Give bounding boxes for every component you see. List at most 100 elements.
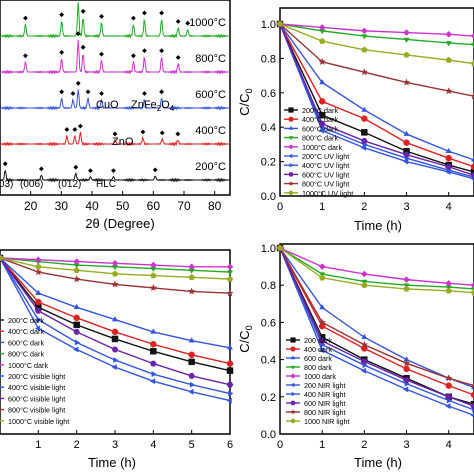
data-point [445, 147, 452, 154]
xrd-pattern-label: 200°C [195, 161, 226, 173]
data-point [403, 276, 410, 283]
data-point [72, 275, 81, 283]
legend-entry-800-c-dark: 800°C dark [284, 134, 338, 143]
data-point [318, 263, 326, 270]
x-tick-label: 2 [361, 439, 367, 451]
series-800-c-dark [276, 22, 474, 49]
series-line [279, 23, 474, 46]
series-1000-c-visible-light [0, 254, 234, 282]
data-point [150, 341, 157, 348]
legend-label: 800 NIR light [304, 408, 346, 417]
peak-marker [64, 127, 70, 132]
series-line [279, 23, 474, 178]
data-point [445, 163, 452, 170]
legend-entry-800-c-dark: 800°C dark [0, 350, 44, 359]
xrd-pattern-label: 800°C [195, 53, 226, 65]
xrd-curve [0, 169, 231, 183]
peak-marker [175, 55, 181, 60]
legend-label: 200°C visible light [8, 372, 65, 381]
series-line [279, 247, 474, 286]
legend-marker [288, 190, 294, 195]
legend-marker [288, 125, 294, 130]
data-point [444, 87, 453, 95]
data-point [150, 328, 157, 334]
xrd-curve [0, 39, 231, 75]
x-tick-label: 4 [150, 439, 156, 451]
data-point [150, 360, 157, 367]
legend-entry-800-nir-light: 800 NIR light [286, 408, 346, 417]
peak-marker [59, 89, 65, 95]
data-point [226, 360, 234, 367]
data-point [226, 397, 232, 404]
data-point [403, 386, 409, 393]
data-point [189, 381, 196, 388]
visible-series [0, 253, 234, 404]
y-tick-label: 0.2 [261, 157, 276, 169]
legend-entry-600-nir-light: 600 NIR light [286, 399, 346, 408]
legend-label: 400°C UV light [302, 161, 349, 170]
data-point [226, 344, 234, 350]
legend-marker [288, 172, 294, 177]
series-600-c-dark [276, 20, 474, 162]
peak-marker [142, 91, 147, 96]
data-point [188, 373, 195, 379]
data-point [36, 316, 42, 323]
series-600-c-uv-light [276, 21, 474, 179]
peak-marker [140, 129, 146, 135]
data-point [73, 267, 80, 273]
data-point [226, 263, 234, 271]
series-line [279, 23, 474, 97]
data-point [319, 274, 326, 281]
xrd-pattern-400-c: 400°C [0, 123, 231, 147]
data-point [470, 156, 474, 162]
series-line [279, 23, 474, 180]
legend-label: 1000°C UV light [302, 189, 353, 198]
legend-entry-200-c-dark: 200°C dark [0, 316, 44, 325]
data-point [445, 279, 453, 287]
data-point [318, 338, 326, 344]
legend-entry-800-dark: 800 dark [286, 363, 332, 372]
x-tick-label: 3 [403, 439, 409, 451]
data-point [150, 272, 157, 279]
data-point [361, 46, 368, 53]
peak-marker [75, 31, 81, 37]
peak-marker [85, 89, 91, 95]
data-point [35, 289, 42, 295]
data-point [188, 337, 195, 343]
legend-label: 400°C visible light [8, 383, 65, 392]
y-tick-label: 0.0 [261, 429, 276, 441]
legend-entry-1000-nir-light: 1000 NIR light [286, 417, 350, 426]
series-line [279, 247, 474, 407]
legend-entry-400-nir-light: 400 NIR light [286, 390, 346, 399]
data-point [226, 381, 234, 388]
data-point [73, 314, 80, 322]
data-point [403, 285, 410, 292]
data-point [361, 34, 368, 40]
data-point [188, 351, 195, 358]
data-point [111, 259, 119, 267]
xrd-pattern-label: 400°C [195, 125, 226, 137]
data-point [361, 106, 368, 112]
data-point [403, 130, 410, 136]
legend-entry-200-dark: 200 dark [286, 336, 332, 345]
legend-entry-200-nir-light: 200 NIR light [286, 381, 346, 390]
data-point [319, 78, 326, 85]
data-point [361, 138, 368, 144]
peak-marker [99, 51, 104, 57]
xrd-pattern-200-c: 200°C [0, 161, 231, 183]
y-tick-label: 1.0 [261, 19, 276, 31]
data-point [445, 56, 452, 63]
peak-marker [99, 14, 104, 19]
data-point [111, 364, 117, 371]
data-point [150, 348, 157, 355]
uv-plot-frame [279, 7, 474, 197]
series-1000-nir-light [276, 244, 474, 296]
data-point [403, 365, 410, 373]
legend-label: 400°C dark [8, 327, 44, 336]
xrd-xlabel: 2θ (Degree) [85, 216, 154, 231]
series-line [279, 23, 474, 65]
xrd-panel: 1000°C 800°C 600°C 400°C 200°C 20 30 40 50 60 70 8… [0, 0, 231, 231]
legend-label: 600°C visible light [8, 394, 65, 403]
data-point [111, 346, 119, 353]
data-point [34, 256, 42, 264]
